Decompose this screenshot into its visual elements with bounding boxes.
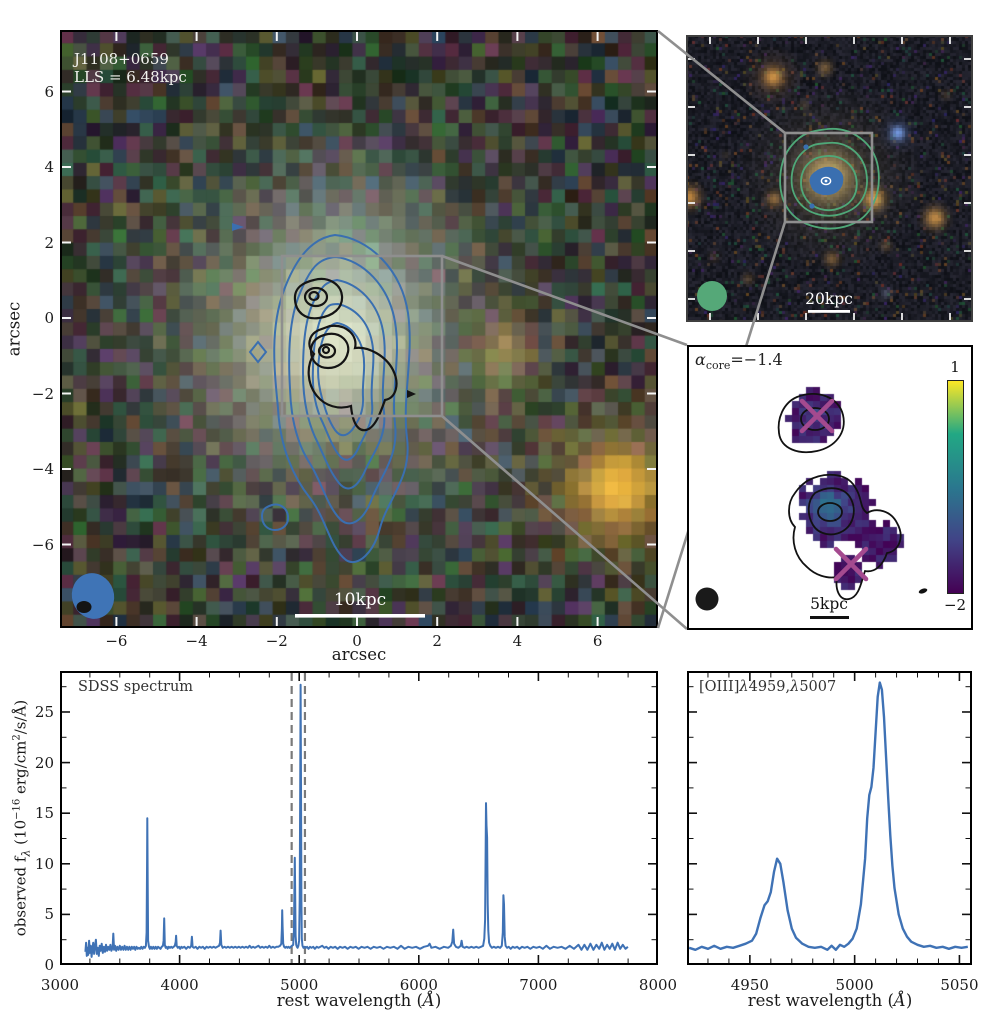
tick-label: −4 <box>185 632 208 650</box>
oiii-window-dashed-lines <box>290 673 307 963</box>
tick-label: 4950 <box>730 976 769 994</box>
sdss-spectrum-line <box>84 683 629 958</box>
tick-label: 5050 <box>940 976 979 994</box>
tick-label: 3000 <box>40 976 80 994</box>
oiii-border <box>687 671 972 965</box>
alpha-value: =−1.4 <box>730 350 783 369</box>
sdss-title: SDSS spectrum <box>78 679 194 695</box>
tick-label: −2 <box>31 384 54 403</box>
oiii-zoom-panel: [OIII]λ4959,λ5007 <box>687 671 972 965</box>
beam-ellipse-black <box>76 601 92 613</box>
main-beam <box>71 573 115 619</box>
wide-border <box>686 35 973 322</box>
tick-label: 2 <box>44 233 54 252</box>
spectral-index-panel: αcore=−1.4 1 −2 5kpc <box>687 345 973 630</box>
tick-label: 10 <box>34 854 54 873</box>
tick-label: 0 <box>352 632 362 650</box>
oiii-spectrum-svg <box>687 671 972 965</box>
radio-contours-inset <box>803 144 844 209</box>
tick-label: −4 <box>31 460 54 478</box>
sdss-xaxis-label: rest wavelength (Å) <box>276 991 442 1010</box>
main-border <box>60 30 658 628</box>
beam-ellipse-blue <box>71 573 115 619</box>
oiii-spectrum-line <box>688 681 968 951</box>
main-contours-svg <box>60 30 658 628</box>
main-axis-ticks <box>62 32 656 626</box>
alpha-contours <box>777 393 902 601</box>
tick-label: 20 <box>34 753 54 772</box>
tick-label: 0 <box>44 956 54 974</box>
oiii-axis-ticks <box>687 673 970 965</box>
alpha-contours-svg <box>687 345 973 630</box>
blue-marker <box>232 223 244 231</box>
main-label-line1: J1108+0659 <box>74 50 169 68</box>
tick-label: 15 <box>34 804 54 823</box>
tick-label: −6 <box>105 632 128 650</box>
tick-label: 4 <box>512 632 523 650</box>
main-yaxis-label: arcsec <box>4 301 24 357</box>
wide-contours-svg <box>686 35 973 322</box>
colorbar-max-label: 1 <box>950 358 960 376</box>
excluded-x-markers <box>799 398 869 582</box>
alpha-scalebar-label: 5kpc <box>810 595 848 613</box>
tick-label: 6000 <box>399 976 438 994</box>
tick-label: 5000 <box>280 976 319 994</box>
colorbar-min-label: −2 <box>943 596 967 614</box>
wide-beam-circle <box>697 281 727 311</box>
tick-label: 25 <box>34 702 54 721</box>
alpha-beam-circle <box>695 587 719 611</box>
tick-label: 7000 <box>519 976 558 994</box>
wide-scalebar-label: 20kpc <box>805 290 853 308</box>
tick-label: 5 <box>44 905 54 924</box>
tick-label: −2 <box>265 632 288 650</box>
alpha-scalebar <box>810 616 849 619</box>
wide-scalebar <box>808 310 850 313</box>
oiii-xaxis-label: rest wavelength (Å) <box>747 991 913 1010</box>
tick-label: 5000 <box>835 976 874 994</box>
alpha-subscript: core <box>705 359 731 373</box>
main-label-line2: LLS = 6.48kpc <box>74 68 187 86</box>
main-image-panel: J1108+0659 LLS = 6.48kpc 10kpc <box>60 30 658 628</box>
sdss-border <box>60 671 658 965</box>
oiii-title: [OIII]λ4959,λ5007 <box>699 679 837 695</box>
wide-field-panel: 20kpc <box>686 35 973 322</box>
sdss-yaxis-label: observed fλ (10−16 erg/cm2/s/Å) <box>11 699 33 937</box>
main-xaxis-label: arcsec <box>331 645 387 664</box>
radio-contours <box>248 233 411 563</box>
sdss-spectrum-panel: SDSS spectrum <box>60 671 658 965</box>
main-scalebar-label: 10kpc <box>333 590 387 610</box>
tick-label: 4000 <box>160 976 199 994</box>
tick-label: 0 <box>44 309 54 327</box>
tick-label: −6 <box>31 535 54 554</box>
colorbar <box>947 380 964 594</box>
tick-label: 8000 <box>638 976 678 994</box>
tick-label: 6 <box>44 82 54 101</box>
alpha-speck <box>918 588 928 594</box>
tick-label: 6 <box>592 632 603 650</box>
black-marker <box>407 390 416 398</box>
main-scalebar <box>295 614 425 618</box>
tick-label: 4 <box>44 158 54 176</box>
alpha-label: αcore=−1.4 <box>695 350 783 372</box>
alpha-symbol: α <box>695 350 706 369</box>
highres-contours <box>293 277 398 432</box>
tick-label: 2 <box>432 632 442 650</box>
sdss-axis-ticks <box>60 673 658 965</box>
sdss-spectrum-svg <box>60 671 658 965</box>
